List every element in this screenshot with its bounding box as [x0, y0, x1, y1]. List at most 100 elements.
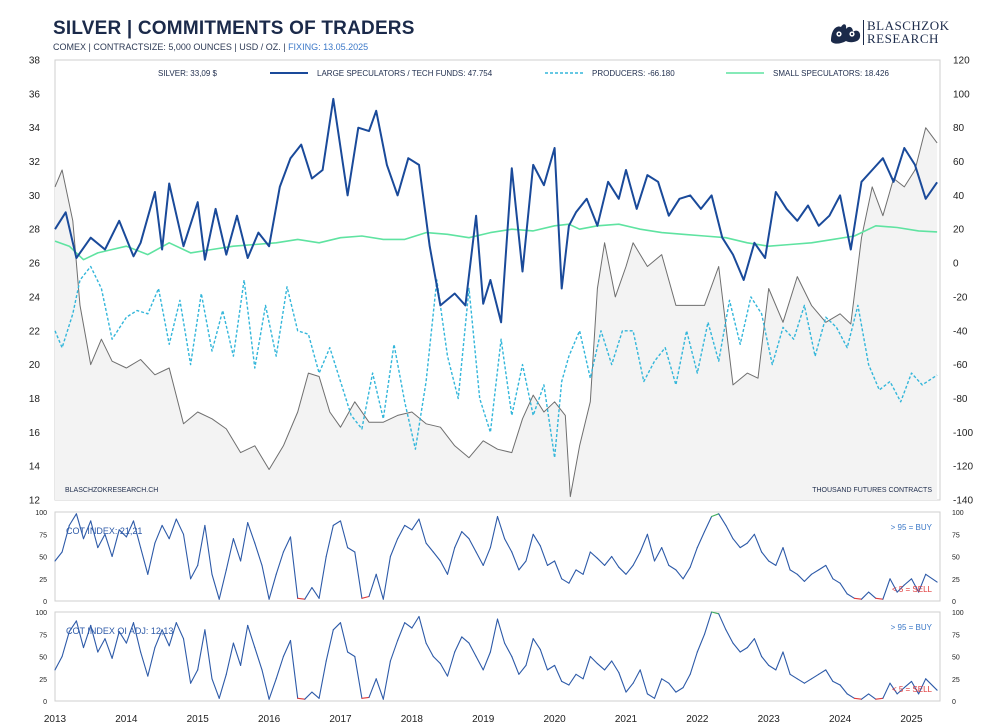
cot-panel-2-segment — [147, 647, 156, 677]
cot-panel-2-segment — [582, 655, 591, 680]
cot-panel-2-segment — [197, 629, 206, 671]
cot-panel-2-segment — [753, 638, 763, 658]
left-axis-tick-label: 34 — [29, 123, 41, 134]
cot-panel-2-segment — [696, 633, 706, 653]
cot-panel-2-segment — [289, 639, 299, 699]
cot-panel-1-segment — [240, 522, 249, 562]
cot-panel-2-segment — [311, 691, 320, 699]
cot-panel-2-segment — [875, 697, 884, 700]
cot-panel-1-segment — [732, 538, 741, 549]
cot-panel-1-right-tick: 100 — [952, 510, 964, 517]
cot-panel-2-segment — [304, 691, 313, 700]
cot-panel-2-segment — [839, 684, 848, 695]
cot-panel-1-segment — [532, 533, 541, 547]
cot-panel-1-segment — [725, 524, 734, 540]
cot-panel-1-segment — [511, 551, 520, 571]
cot-panel-1-segment — [97, 533, 106, 549]
cot-panel-1-sell-label: < 5 = SELL — [892, 585, 933, 594]
cot-panel-2-segment — [689, 651, 698, 675]
cot-panel-2-right-tick: 75 — [952, 632, 960, 639]
series-line-large-specs — [54, 97, 938, 324]
cot-panel-1-segment — [789, 569, 798, 575]
cot-panel-1-segment — [68, 513, 77, 526]
logo-divider — [863, 20, 864, 45]
left-axis-tick-label: 20 — [29, 360, 41, 371]
fixing-date: FIXING: 13.05.2025 — [288, 42, 369, 52]
cot-panel-1-segment — [661, 547, 670, 566]
logo-line-1: BLASCHZOK — [867, 18, 950, 33]
cot-panel-1-segment — [689, 547, 698, 568]
cot-panel-1-segment — [404, 524, 413, 531]
cot-panel-2-segment — [446, 651, 456, 677]
logo-line-2: RESEARCH — [867, 31, 939, 46]
right-axis-tick-label: 120 — [953, 56, 970, 67]
cot-panel-1-left-tick: 75 — [39, 532, 47, 539]
cot-panel-2-segment — [325, 629, 334, 662]
cot-panel-2-segment — [382, 660, 391, 700]
cot-panel-2-segment — [725, 629, 734, 644]
right-axis-tick-label: 40 — [953, 191, 965, 202]
cot-panel-1-segment — [882, 578, 891, 600]
left-axis-tick-label: 22 — [29, 326, 41, 337]
cot-panel-1-segment — [461, 531, 470, 540]
silver-price-area — [55, 127, 938, 500]
cot-panel-1-segment — [61, 524, 70, 553]
cot-panel-1-segment — [925, 573, 938, 583]
cot-panel-2-segment — [639, 669, 648, 695]
cot-panel-2-segment — [882, 682, 891, 699]
cot-panel-2-segment — [75, 620, 85, 649]
cot-panel-2-segment — [454, 636, 463, 653]
left-axis-tick-label: 14 — [29, 462, 41, 473]
x-axis-year-label: 2014 — [115, 714, 138, 725]
cot-panel-1-segment — [118, 529, 127, 538]
cot-panel-2-segment — [653, 678, 663, 699]
cot-panel-2-segment — [504, 642, 513, 658]
legend-label-small-specs: SMALL SPECULATORS: 18.426 — [773, 69, 889, 78]
cot-panel-2-segment — [154, 629, 163, 649]
cot-panel-1-left-tick: 0 — [43, 599, 47, 606]
chart-subtitle: COMEX | CONTRACTSIZE: 5,000 OUNCES | USD… — [53, 42, 368, 52]
right-axis-tick-label: -20 — [953, 292, 968, 303]
cot-panel-2-segment — [532, 638, 541, 650]
x-axis-year-label: 2019 — [472, 714, 495, 725]
cot-panel-1-segment — [132, 520, 142, 549]
cot-panel-2-segment — [768, 664, 777, 671]
cot-panel-2-segment — [182, 638, 192, 684]
cot-panel-2-segment — [368, 678, 377, 698]
cot-panel-2-segment — [339, 622, 349, 653]
cot-panel-1-segment — [418, 518, 427, 544]
cot-panel-1-segment — [596, 557, 606, 566]
cot-panel-2-segment — [896, 687, 905, 695]
series-line-small-specs — [54, 223, 938, 261]
cot-panel-2-segment — [546, 664, 556, 671]
cot-panel-1-segment — [682, 566, 691, 580]
cot-panel-1-right-tick: 50 — [952, 555, 960, 562]
cot-panel-2-segment — [860, 693, 870, 700]
cot-panel-1-segment — [190, 564, 199, 580]
cot-panel-2-segment — [746, 638, 755, 649]
unit-label: THOUSAND FUTURES CONTRACTS — [812, 487, 932, 494]
x-axis-year-label: 2018 — [401, 714, 424, 725]
cot-panel-1-segment — [218, 569, 227, 600]
cot-panel-2-segment — [511, 655, 520, 675]
cot-panel-2-segment — [718, 613, 727, 631]
cot-panel-1-segment — [161, 524, 170, 540]
left-axis-tick-label: 24 — [29, 292, 41, 303]
cot-panel-2-segment — [910, 680, 920, 695]
cot-panel-2-segment — [282, 639, 292, 658]
cot-panel-1-segment — [918, 573, 927, 593]
series-line-producers — [54, 265, 938, 459]
cot-panel-2-right-tick: 50 — [952, 655, 960, 662]
cot-panel-1-segment — [211, 573, 220, 600]
cot-panel-1-segment — [589, 551, 598, 559]
cot-panel-2-segment — [190, 669, 199, 684]
cot-panel-2-segment — [832, 680, 841, 686]
cot-panel-2-segment — [618, 671, 627, 693]
cot-panel-1-segment — [489, 515, 499, 549]
cot-panel-1-segment — [775, 547, 784, 566]
cot-panel-2-segment — [675, 687, 684, 693]
cot-panel-2-segment — [475, 655, 484, 671]
series-line-silver-price — [54, 127, 938, 498]
right-axis-tick-label: -100 — [953, 428, 973, 439]
